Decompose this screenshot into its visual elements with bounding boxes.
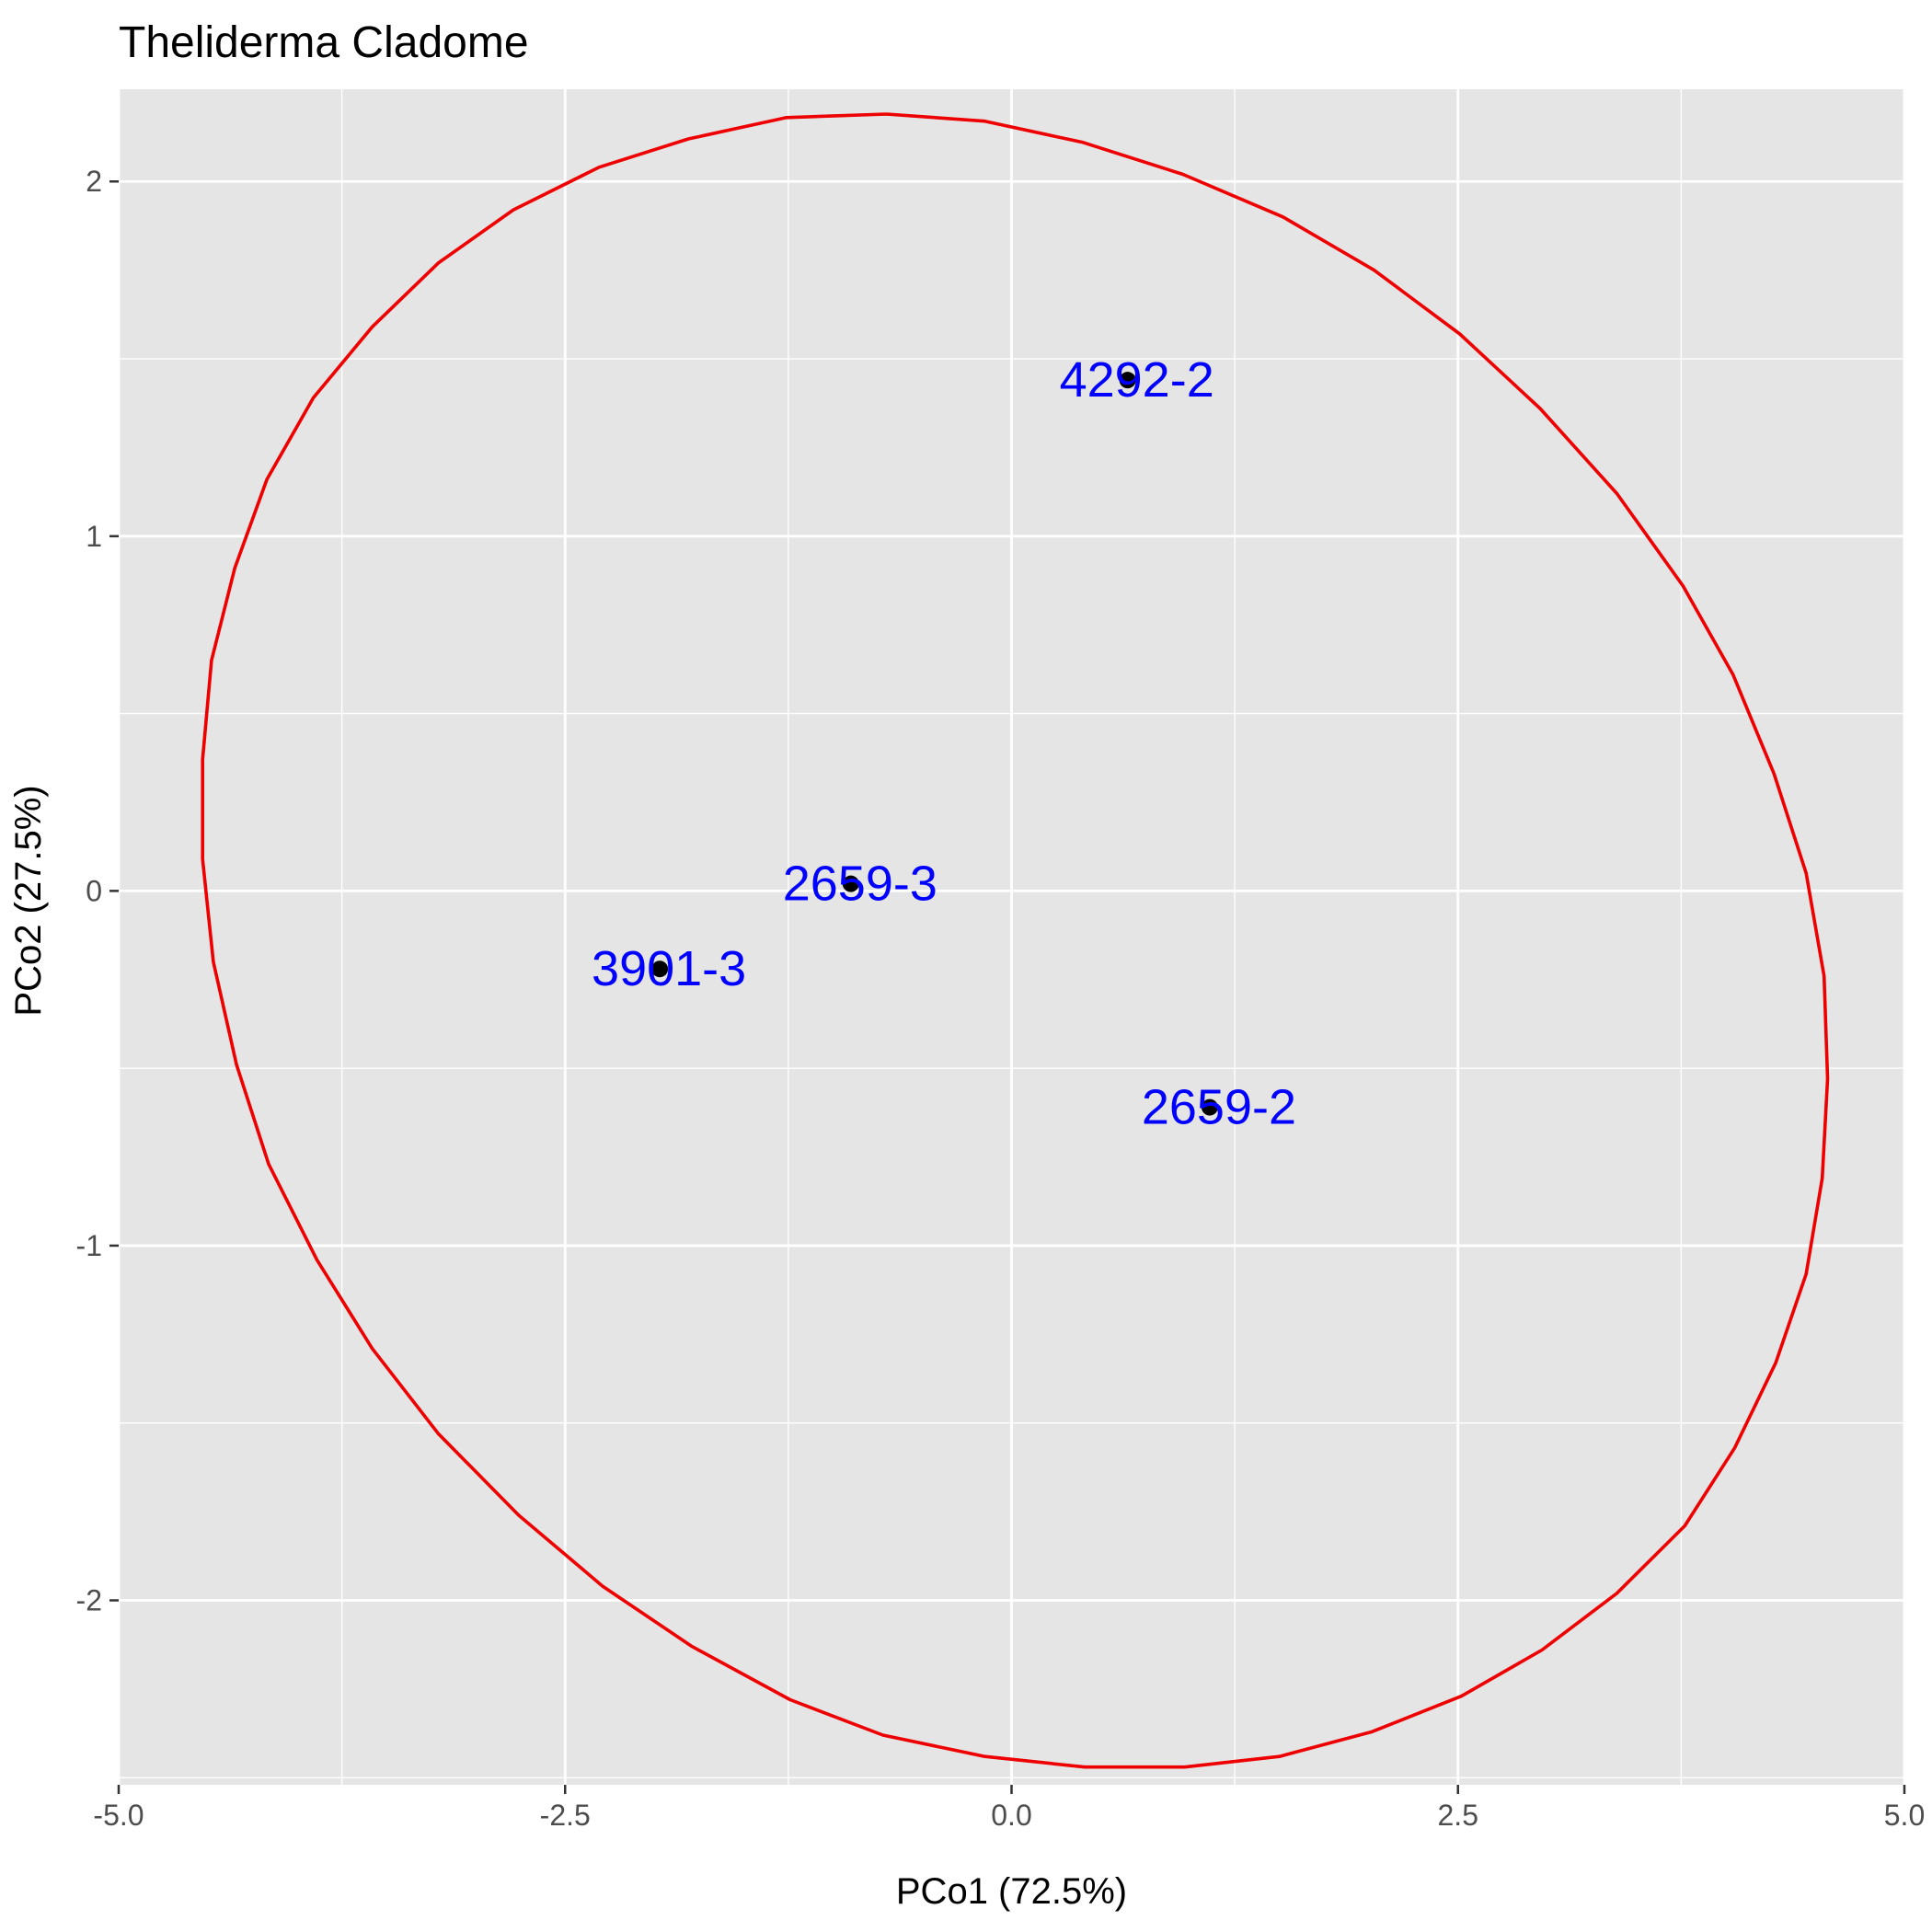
x-tick-label: -5.0 xyxy=(93,1799,144,1832)
data-points xyxy=(651,372,1218,1116)
x-axis-title: PCo1 (72.5%) xyxy=(896,1871,1127,1912)
major-gridlines xyxy=(117,89,1906,1785)
confidence-ellipse xyxy=(201,112,1830,1769)
point-label: 3901-3 xyxy=(592,941,746,996)
point-label: 2659-2 xyxy=(1142,1080,1296,1135)
y-axis-ticks: -2 -1 0 1 2 xyxy=(76,165,119,1617)
chart-title: Theliderma Cladome xyxy=(119,18,529,67)
x-tick-label: -2.5 xyxy=(540,1799,591,1832)
x-tick-label: 0.0 xyxy=(991,1799,1031,1832)
y-tick-label: -1 xyxy=(76,1229,102,1262)
y-tick-label: 1 xyxy=(86,520,102,553)
data-point xyxy=(1119,372,1136,389)
x-tick-label: 5.0 xyxy=(1884,1799,1925,1832)
data-point xyxy=(651,960,669,978)
point-labels: 4292-2 2659-3 3901-3 2659-2 xyxy=(592,352,1296,1134)
x-axis-ticks: -5.0 -2.5 0.0 2.5 5.0 xyxy=(93,1785,1925,1832)
data-point xyxy=(842,875,859,892)
x-tick-label: 2.5 xyxy=(1438,1799,1478,1832)
y-axis-title: PCo2 (27.5%) xyxy=(8,785,49,1016)
y-tick-label: -2 xyxy=(76,1584,102,1617)
y-tick-label: 2 xyxy=(86,165,102,198)
point-label: 4292-2 xyxy=(1060,352,1214,408)
point-label: 2659-3 xyxy=(783,857,937,912)
data-point xyxy=(1201,1098,1218,1116)
y-tick-label: 0 xyxy=(86,874,102,907)
